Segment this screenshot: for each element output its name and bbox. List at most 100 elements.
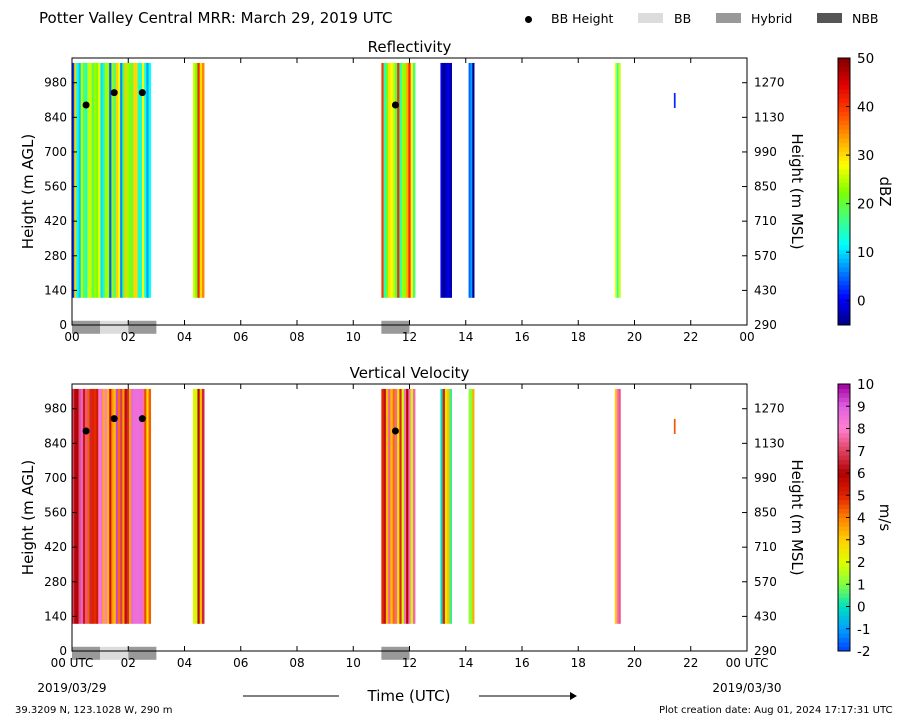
- reflectivity-echo-strip: [113, 62, 117, 298]
- velocity-echo-strip: [102, 388, 106, 624]
- velocity-colorbar-segment: [838, 593, 850, 598]
- velocity-y-tick-label: 280: [44, 575, 67, 589]
- velocity-colorbar-segment: [838, 597, 850, 603]
- reflectivity-colorbar-segment: [838, 155, 850, 161]
- reflectivity-echo-strip: [82, 62, 86, 298]
- reflectivity-y-right-tick-label: 430: [754, 283, 777, 297]
- reflectivity-echo-strip: [197, 62, 200, 298]
- reflectivity-x-tick-label: 18: [571, 330, 586, 344]
- bb-legend-swatch: [638, 13, 663, 23]
- velocity-colorbar-segment: [838, 553, 850, 558]
- velocity-echo-strip: [93, 388, 97, 624]
- reflectivity-colorbar-segment: [838, 244, 850, 250]
- velocity-colorbar-segment: [838, 570, 850, 576]
- reflectivity-echo-strip: [100, 62, 103, 298]
- reflectivity-colorbar-segment: [838, 80, 850, 86]
- reflectivity-echo-strip: [74, 62, 77, 298]
- velocity-colorbar-tick-label: 0: [857, 600, 866, 616]
- velocity-colorbar-segment: [838, 544, 850, 550]
- reflectivity-colorbar-segment: [838, 276, 850, 281]
- reflectivity-bb-height-point: [82, 101, 90, 109]
- reflectivity-y-right-tick-label: 710: [754, 214, 777, 228]
- velocity-colorbar-segment: [838, 499, 850, 505]
- reflectivity-y-right-tick-label: 990: [754, 145, 777, 159]
- reflectivity-bb-bar-segment: [100, 320, 129, 334]
- velocity-colorbar-tick-label: -2: [857, 644, 870, 660]
- velocity-echo-strip: [137, 388, 141, 624]
- velocity-y-tick-label: 980: [44, 402, 67, 416]
- velocity-colorbar-segment: [838, 530, 850, 536]
- velocity-colorbar-segment: [838, 446, 850, 452]
- location-text: 39.3209 N, 123.1028 W, 290 m: [15, 705, 173, 716]
- velocity-colorbar-segment: [838, 415, 850, 420]
- reflectivity-echo-strip: [104, 62, 108, 298]
- reflectivity-echo-strip: [442, 62, 446, 298]
- velocity-y-tick-label: 140: [44, 609, 67, 623]
- reflectivity-echo-strip: [115, 62, 119, 298]
- velocity-echo-strip: [100, 388, 103, 624]
- reflectivity-colorbar-segment: [838, 209, 850, 215]
- reflectivity-echo-strip: [87, 62, 90, 298]
- velocity-echo-strip: [410, 388, 414, 624]
- reflectivity-echo-strip: [399, 62, 402, 298]
- reflectivity-y-right-tick-label: 1130: [754, 110, 785, 124]
- x-axis-label: Time (UTC): [367, 687, 451, 705]
- reflectivity-echo-strip: [390, 62, 393, 298]
- velocity-y-right-tick-label: 850: [754, 506, 777, 520]
- reflectivity-echo-strip: [201, 62, 205, 298]
- velocity-colorbar-label: m/s: [876, 504, 894, 532]
- reflectivity-echo-strip: [111, 62, 114, 298]
- velocity-colorbar-segment: [838, 526, 850, 532]
- reflectivity-echo-strip: [89, 62, 92, 298]
- reflectivity-colorbar-segment: [838, 124, 850, 130]
- reflectivity-echo-strip: [406, 62, 409, 298]
- reflectivity-colorbar-segment: [838, 298, 850, 304]
- velocity-echo-strip: [76, 388, 79, 624]
- reflectivity-echo-strip: [401, 62, 405, 298]
- velocity-echo-strip: [195, 388, 198, 624]
- reflectivity-echo-strip: [122, 62, 125, 298]
- velocity-y-tick-label: 0: [59, 644, 67, 658]
- reflectivity-x-tick-label: 00: [739, 330, 754, 344]
- reflectivity-x-tick-label: 16: [514, 330, 529, 344]
- velocity-colorbar-segment: [838, 410, 850, 416]
- velocity-panel-title: Vertical Velocity: [350, 364, 470, 382]
- velocity-colorbar-segment: [838, 628, 850, 634]
- reflectivity-colorbar-segment: [838, 182, 850, 188]
- velocity-colorbar-segment: [838, 535, 850, 541]
- reflectivity-colorbar-segment: [838, 316, 850, 321]
- velocity-colorbar-segment: [838, 437, 850, 443]
- x-axis-arrow-head: [570, 692, 577, 700]
- reflectivity-echo-strip: [470, 62, 473, 298]
- reflectivity-echo-strip: [616, 62, 619, 298]
- reflectivity-colorbar-segment: [838, 187, 850, 192]
- velocity-y-right-tick-label: 1270: [754, 402, 785, 416]
- velocity-echo-strip: [115, 388, 119, 624]
- velocity-y-axis-label: Height (m AGL): [19, 460, 37, 575]
- reflectivity-echo-strip: [472, 62, 475, 298]
- date-start-label: 2019/03/29: [37, 681, 106, 695]
- reflectivity-colorbar-tick-label: 10: [857, 245, 874, 261]
- reflectivity-colorbar-segment: [838, 284, 850, 290]
- velocity-colorbar-tick-label: 8: [857, 422, 866, 438]
- reflectivity-colorbar-segment: [838, 271, 850, 277]
- velocity-echo-strip: [96, 388, 99, 624]
- velocity-echo-strip: [82, 388, 86, 624]
- velocity-colorbar-segment: [838, 588, 850, 594]
- velocity-echo-strip: [89, 388, 92, 624]
- velocity-colorbar-segment: [838, 481, 850, 487]
- reflectivity-colorbar-segment: [838, 169, 850, 175]
- velocity-bb-height-point: [391, 427, 399, 435]
- legend-label-nbb: NBB: [852, 11, 879, 26]
- reflectivity-y-right-tick-label: 1270: [754, 76, 785, 90]
- velocity-colorbar-segment: [838, 584, 850, 590]
- reflectivity-x-tick-label: 14: [458, 330, 473, 344]
- reflectivity-colorbar-segment: [838, 302, 850, 308]
- velocity-y-tick-label: 840: [44, 436, 67, 450]
- velocity-colorbar-segment: [838, 477, 850, 483]
- velocity-x-tick-label: 16: [514, 656, 529, 670]
- velocity-colorbar-segment: [838, 419, 850, 425]
- velocity-echo-strip: [408, 388, 411, 624]
- velocity-colorbar-segment: [838, 579, 850, 585]
- reflectivity-echo-strip: [403, 62, 407, 298]
